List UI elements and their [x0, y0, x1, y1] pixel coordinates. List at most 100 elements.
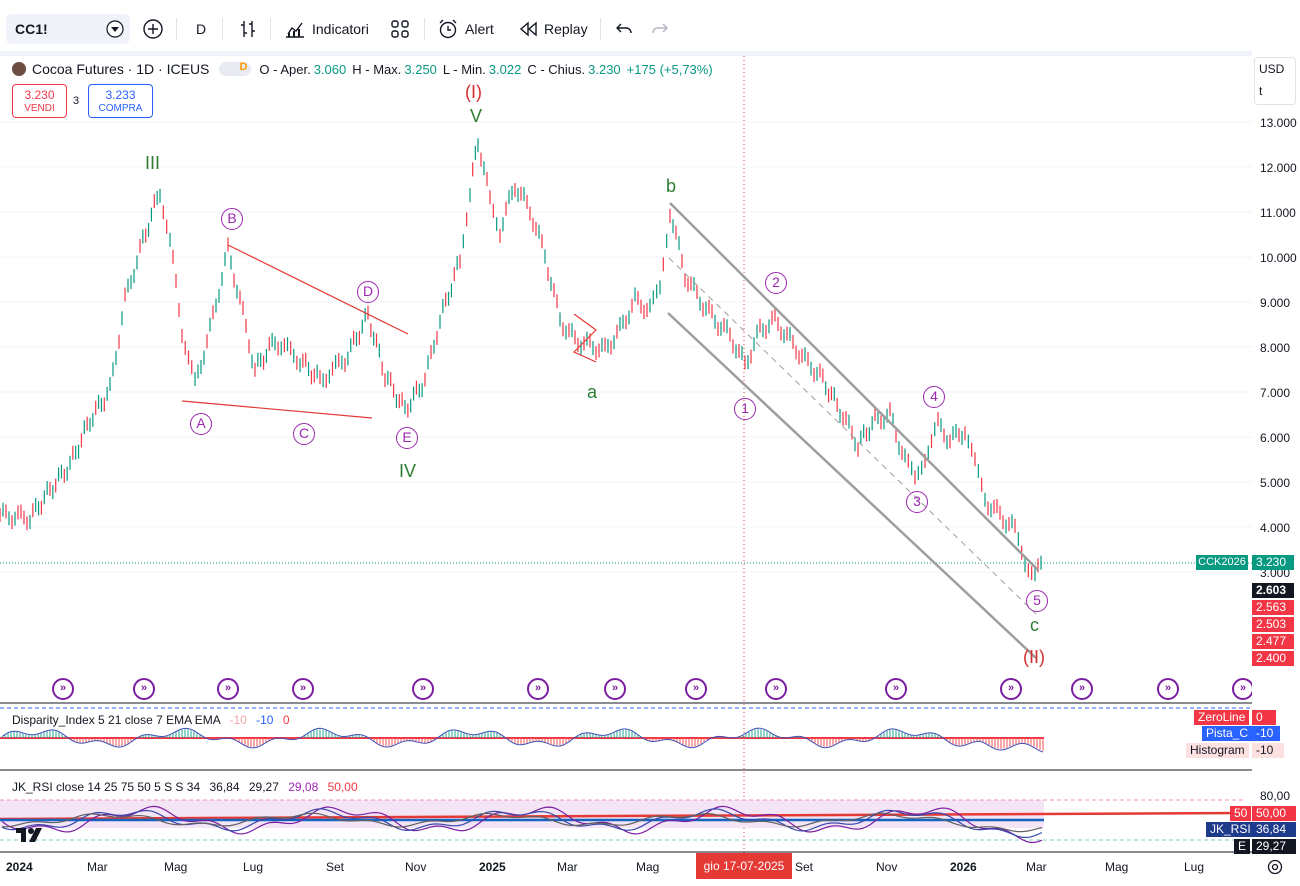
bar-style-icon[interactable] — [238, 14, 258, 44]
event-marker-icon[interactable]: » — [1157, 678, 1179, 700]
wave-circle-2: 2 — [765, 272, 787, 294]
rsi-value-4: 50,00 — [327, 780, 358, 794]
event-marker-icon[interactable]: » — [1071, 678, 1093, 700]
wave-label-primary-2: (II) — [1023, 647, 1045, 667]
event-marker-icon[interactable]: » — [412, 678, 434, 700]
rsi-name: JK_RSI close 14 25 75 50 5 S S 34 — [12, 780, 201, 794]
alert-label: Alert — [465, 21, 494, 37]
histogram-tag-label: Histogram — [1186, 743, 1249, 758]
symbol-search[interactable]: CC1! — [6, 14, 130, 44]
price-tick: 12.000 — [1260, 161, 1297, 175]
wave-circle-5: 5 — [1026, 590, 1048, 612]
target-price-tag: 2.503 — [1252, 617, 1294, 632]
disparity-legend[interactable]: Disparity_Index 5 21 close 7 EMA EMA -10… — [12, 713, 290, 727]
price-chart[interactable] — [0, 51, 1300, 886]
high-label: H - Max. — [352, 61, 402, 77]
wave-label-c: c — [1030, 615, 1039, 635]
currency-label: USD — [1259, 62, 1285, 76]
target-price-tag: 2.477 — [1252, 634, 1294, 649]
event-marker-icon[interactable]: » — [527, 678, 549, 700]
channel-mid-line — [668, 257, 1037, 615]
time-tick: 2025 — [479, 860, 506, 874]
interval-button[interactable]: D — [196, 21, 207, 37]
rewind-icon — [518, 21, 538, 37]
buy-button[interactable]: 3.233 COMPRA — [88, 84, 153, 118]
alert-button[interactable]: Alert — [437, 14, 494, 44]
add-symbol-icon[interactable] — [106, 20, 124, 38]
time-tick: Mar — [87, 860, 108, 874]
wave-circle-4: 4 — [923, 386, 945, 408]
pista-tag-value: -10 — [1252, 726, 1280, 741]
rsi-level-tag-value: 50,00 — [1252, 806, 1296, 821]
disparity-value-1: -10 — [229, 713, 247, 727]
compare-plus-icon[interactable] — [142, 14, 164, 44]
redo-icon[interactable] — [650, 14, 670, 44]
layouts-grid-icon[interactable] — [390, 14, 410, 44]
price-tick: 8.000 — [1260, 341, 1291, 355]
tradingview-logo-icon[interactable] — [14, 824, 46, 844]
wave-label-V: V — [470, 106, 483, 126]
rsi-tag-label: JK_RSI — [1206, 822, 1255, 837]
time-tick: Lug — [243, 860, 264, 874]
wave-circle-3: 3 — [906, 491, 928, 513]
event-marker-icon[interactable]: » — [885, 678, 907, 700]
low-label: L - Min. — [442, 61, 486, 77]
disparity-value-3: 0 — [282, 713, 290, 727]
price-tick: 9.000 — [1260, 296, 1291, 310]
event-marker-icon[interactable]: » — [1000, 678, 1022, 700]
sell-button[interactable]: 3.230 VENDI — [12, 84, 67, 118]
settings-gear-icon[interactable] — [1266, 858, 1284, 881]
rsi-e-tag-value: 29,27 — [1252, 839, 1296, 854]
indicators-label: Indicatori — [312, 21, 369, 37]
wave-circle-A: A — [190, 413, 212, 435]
event-marker-icon[interactable]: » — [685, 678, 707, 700]
price-tick: 6.000 — [1260, 431, 1291, 445]
indicators-button[interactable]: Indicatori — [284, 14, 369, 44]
close-value: 3.230 — [588, 61, 621, 77]
order-quantity[interactable]: 3 — [73, 95, 80, 107]
event-marker-icon[interactable]: » — [765, 678, 787, 700]
time-tick: Set — [795, 860, 814, 874]
indicators-chart-icon — [284, 19, 306, 39]
replay-button[interactable]: Replay — [518, 14, 588, 44]
rsi-axis-tick: 80,00 — [1260, 789, 1291, 803]
price-axis[interactable] — [1252, 51, 1300, 886]
wave-label-primary-1: (I) — [465, 82, 482, 102]
close-label: C - Chius. — [527, 61, 586, 77]
time-tick: 2024 — [6, 860, 33, 874]
wave-label-IV: IV — [399, 461, 417, 481]
event-marker-icon[interactable]: » — [52, 678, 74, 700]
event-marker-icon[interactable]: » — [133, 678, 155, 700]
channel-lower-line — [667, 312, 1037, 659]
symbol-label: CC1! — [15, 21, 48, 37]
disparity-value-2: -10 — [256, 713, 274, 727]
event-marker-icon[interactable]: » — [1232, 678, 1254, 700]
wave-circle-1: 1 — [734, 398, 756, 420]
wave-label-b: b — [666, 176, 677, 196]
low-value: 3.022 — [488, 61, 522, 77]
target-price-tag: 2.400 — [1252, 651, 1294, 666]
channel-upper-line — [669, 202, 1039, 571]
wave-circle-B: B — [221, 208, 243, 230]
price-tick: 5.000 — [1260, 476, 1291, 490]
ticker-tag: CCK2026 — [1196, 555, 1248, 570]
target-price-tag: 2.603 — [1252, 583, 1294, 598]
open-value: 3.060 — [313, 61, 347, 77]
undo-icon[interactable] — [614, 14, 634, 44]
rsi-legend[interactable]: JK_RSI close 14 25 75 50 5 S S 34 36,84 … — [12, 780, 358, 794]
event-marker-icon[interactable]: » — [292, 678, 314, 700]
wave-a-zigzag — [572, 313, 597, 363]
wave-circle-E: E — [396, 427, 418, 449]
event-marker-icon[interactable]: » — [217, 678, 239, 700]
sell-label: VENDI — [24, 103, 55, 114]
pista-tag-label: Pista_C — [1202, 726, 1253, 741]
price-tick: 10.000 — [1260, 251, 1297, 265]
triangle-upper-line — [227, 244, 409, 335]
currency-selector[interactable]: USD t — [1254, 57, 1296, 105]
price-tick: 11.000 — [1260, 206, 1296, 220]
wave-circle-C: C — [293, 423, 315, 445]
time-tick: Mag — [1105, 860, 1129, 874]
event-marker-icon[interactable]: » — [604, 678, 626, 700]
rsi-e-tag-label: E — [1234, 839, 1251, 854]
time-tick: Mar — [557, 860, 578, 874]
